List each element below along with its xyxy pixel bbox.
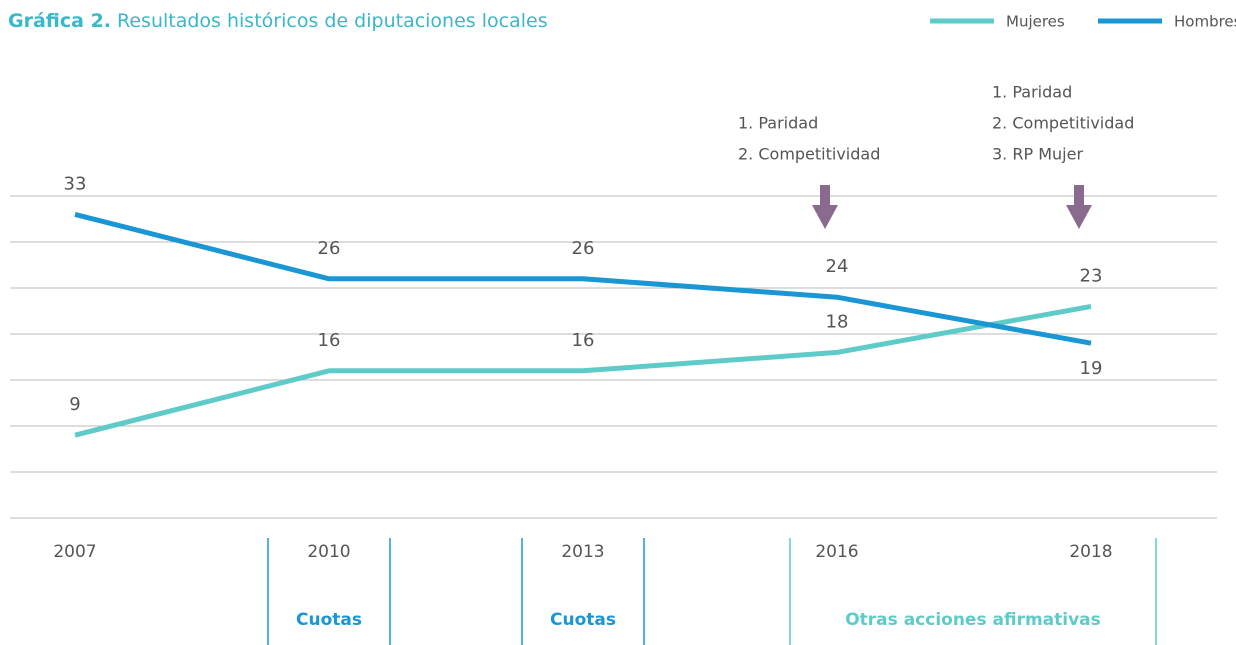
annotation-text: 3. RP Mujer — [992, 145, 1083, 164]
title-label: Gráfica 2. — [8, 10, 111, 32]
period-label: Cuotas — [550, 610, 616, 630]
data-label: 19 — [1080, 358, 1103, 379]
annotation-text: 2. Competitividad — [992, 114, 1134, 133]
annotation-arrow — [812, 185, 838, 229]
data-label: 26 — [318, 238, 341, 259]
data-label: 33 — [64, 173, 87, 194]
data-label: 26 — [572, 238, 595, 259]
period-label: Cuotas — [296, 610, 362, 630]
annotation-text: 1. Paridad — [738, 114, 818, 133]
data-label: 9 — [69, 394, 80, 415]
data-label: 16 — [572, 330, 595, 351]
x-tick-label: 2018 — [1069, 542, 1112, 562]
x-tick-label: 2016 — [815, 542, 858, 562]
data-label: 24 — [826, 256, 849, 277]
x-tick-label: 2007 — [53, 542, 96, 562]
data-label: 16 — [318, 330, 341, 351]
legend-label: Mujeres — [1006, 13, 1065, 31]
period-label: Otras acciones afirmativas — [845, 610, 1101, 630]
x-tick-label: 2010 — [307, 542, 350, 562]
chart-title: Gráfica 2. Resultados históricos de diput… — [8, 10, 548, 32]
series-line — [74, 303, 1092, 438]
legend-label: Hombres — [1174, 13, 1236, 31]
x-tick-label: 2013 — [561, 542, 604, 562]
annotation-text: 2. Competitividad — [738, 145, 880, 164]
series-line — [74, 211, 1092, 346]
annotation-text: 1. Paridad — [992, 83, 1072, 102]
data-label: 18 — [826, 311, 849, 332]
annotation-arrow — [1066, 185, 1092, 229]
data-label: 23 — [1080, 265, 1103, 286]
title-text: Resultados históricos de diputaciones lo… — [117, 10, 548, 32]
